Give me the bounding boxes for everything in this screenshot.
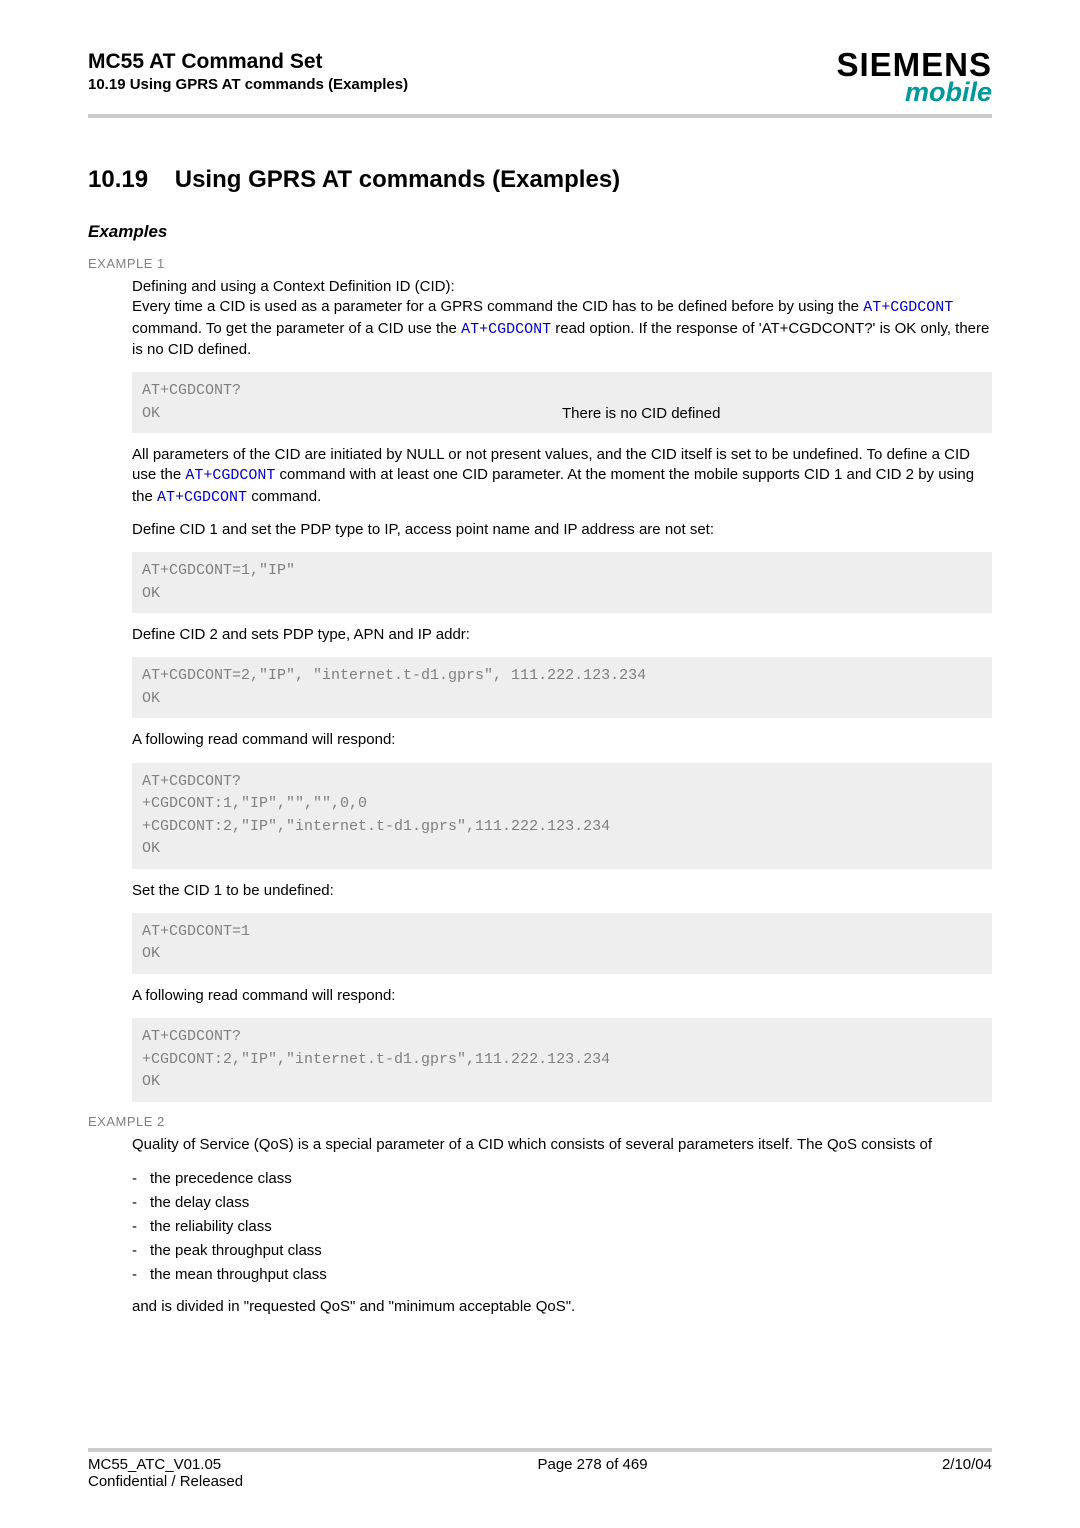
example1-intro: Defining and using a Context Definition … — [132, 277, 992, 360]
footer-left: MC55_ATC_V01.05 Confidential / Released — [88, 1456, 243, 1490]
footer-center: Page 278 of 469 — [537, 1456, 647, 1490]
list-item: the reliability class — [132, 1215, 992, 1239]
atcgdcont-link[interactable]: AT+CGDCONT — [185, 467, 275, 484]
section-number: 10.19 — [88, 166, 148, 193]
list-item: the peak throughput class — [132, 1239, 992, 1263]
section-title: 10.19 Using GPRS AT commands (Examples) — [88, 166, 992, 194]
code-block-2: AT+CGDCONT=1,"IP" OK — [132, 552, 992, 613]
doc-title: MC55 AT Command Set — [88, 48, 408, 75]
list-item: the mean throughput class — [132, 1263, 992, 1287]
code-line: OK — [142, 943, 982, 966]
example2-label: EXAMPLE 2 — [88, 1114, 992, 1129]
code-line: +CGDCONT:1,"IP","","",0,0 — [142, 793, 982, 816]
code-block-4: AT+CGDCONT? +CGDCONT:1,"IP","","",0,0 +C… — [132, 763, 992, 869]
code-line: OK — [142, 583, 982, 606]
examples-heading: Examples — [88, 222, 992, 242]
example1-label: EXAMPLE 1 — [88, 256, 992, 271]
code-line: AT+CGDCONT=2,"IP", "internet.t-d1.gprs",… — [142, 665, 982, 688]
footer-rule — [88, 1448, 992, 1452]
header-left: MC55 AT Command Set 10.19 Using GPRS AT … — [88, 48, 408, 95]
code-block-6: AT+CGDCONT? +CGDCONT:2,"IP","internet.t-… — [132, 1018, 992, 1102]
page-footer: MC55_ATC_V01.05 Confidential / Released … — [88, 1448, 992, 1490]
qos-list: the precedence class the delay class the… — [132, 1167, 992, 1287]
example1-para2: All parameters of the CID are initiated … — [132, 445, 992, 508]
code-block-1: AT+CGDCONT? OK There is no CID defined — [132, 372, 992, 433]
footer-row: MC55_ATC_V01.05 Confidential / Released … — [88, 1456, 992, 1490]
code-line: AT+CGDCONT? — [142, 771, 982, 794]
code-line: AT+CGDCONT=1 — [142, 921, 982, 944]
code-line: +CGDCONT:2,"IP","internet.t-d1.gprs",111… — [142, 1049, 982, 1072]
section-name: Using GPRS AT commands (Examples) — [175, 166, 620, 193]
siemens-logo: SIEMENS mobile — [836, 48, 992, 106]
footer-right: 2/10/04 — [942, 1456, 992, 1490]
code-line: OK — [142, 688, 982, 711]
example1-para7: A following read command will respond: — [132, 986, 992, 1006]
page-content: MC55 AT Command Set 10.19 Using GPRS AT … — [0, 0, 1080, 1317]
list-item: the delay class — [132, 1191, 992, 1215]
example1-para5: A following read command will respond: — [132, 730, 992, 750]
code-row: OK There is no CID defined — [142, 403, 982, 426]
example1-body: Defining and using a Context Definition … — [132, 277, 992, 1102]
code-line: OK — [142, 838, 982, 861]
code-line: AT+CGDCONT=1,"IP" — [142, 560, 982, 583]
example2-para1: Quality of Service (QoS) is a special pa… — [132, 1135, 992, 1155]
example1-para3: Define CID 1 and set the PDP type to IP,… — [132, 520, 992, 540]
page-header: MC55 AT Command Set 10.19 Using GPRS AT … — [88, 48, 992, 106]
example2-para2: and is divided in "requested QoS" and "m… — [132, 1297, 992, 1317]
header-rule — [88, 114, 992, 118]
example1-para4: Define CID 2 and sets PDP type, APN and … — [132, 625, 992, 645]
code-line: OK — [142, 403, 562, 426]
example2-body: Quality of Service (QoS) is a special pa… — [132, 1135, 992, 1318]
logo-mobile-text: mobile — [836, 79, 992, 106]
code-block-3: AT+CGDCONT=2,"IP", "internet.t-d1.gprs",… — [132, 657, 992, 718]
atcgdcont-link[interactable]: AT+CGDCONT — [157, 489, 247, 506]
code-note: There is no CID defined — [562, 403, 982, 426]
code-line: AT+CGDCONT? — [142, 1026, 982, 1049]
atcgdcont-link[interactable]: AT+CGDCONT — [863, 299, 953, 316]
list-item: the precedence class — [132, 1167, 992, 1191]
atcgdcont-link[interactable]: AT+CGDCONT — [461, 321, 551, 338]
code-block-5: AT+CGDCONT=1 OK — [132, 913, 992, 974]
code-line: +CGDCONT:2,"IP","internet.t-d1.gprs",111… — [142, 816, 982, 839]
code-line: AT+CGDCONT? — [142, 380, 982, 403]
example1-para6: Set the CID 1 to be undefined: — [132, 881, 992, 901]
code-line: OK — [142, 1071, 982, 1094]
doc-subtitle: 10.19 Using GPRS AT commands (Examples) — [88, 75, 408, 95]
